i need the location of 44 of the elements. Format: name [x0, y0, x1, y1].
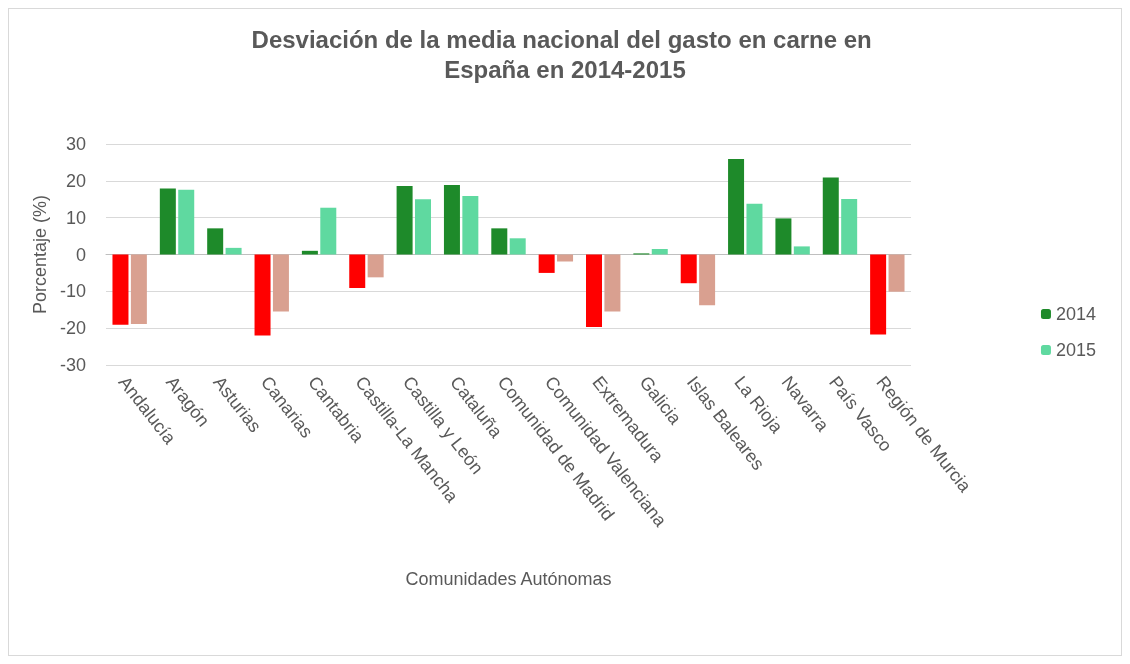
- bar: [841, 198, 858, 255]
- bar: [320, 207, 337, 255]
- bar: [396, 185, 413, 255]
- bar: [888, 254, 905, 292]
- bar: [272, 254, 289, 312]
- y-tick-label: -30: [59, 355, 86, 375]
- bar: [586, 254, 603, 328]
- legend-label: 2014: [1055, 304, 1096, 324]
- bar: [651, 248, 668, 255]
- bar: [178, 189, 195, 255]
- bar: [414, 199, 431, 255]
- bar: [746, 203, 763, 255]
- bar: [225, 247, 242, 255]
- bar: [301, 250, 318, 255]
- bar: [509, 238, 526, 255]
- y-tick-label: 20: [65, 170, 86, 191]
- bar: [254, 254, 271, 336]
- legend-label: 2015: [1055, 340, 1096, 360]
- bar: [349, 254, 366, 289]
- bar: [793, 246, 810, 255]
- y-tick-label: 0: [75, 244, 86, 265]
- bar: [538, 254, 555, 273]
- bar: [699, 254, 716, 306]
- y-tick-label: -10: [59, 281, 86, 302]
- y-tick-label: 30: [65, 134, 86, 154]
- bar: [870, 254, 887, 335]
- y-tick-label: 10: [65, 207, 86, 228]
- bar: [159, 188, 176, 255]
- bar: [491, 228, 508, 255]
- bar: [680, 254, 697, 284]
- bar: [775, 218, 792, 255]
- y-tick-label: -20: [59, 318, 86, 339]
- bar: [443, 184, 460, 255]
- bar: [367, 254, 384, 278]
- bar: [822, 177, 839, 255]
- bar: [130, 254, 147, 325]
- chart-title: Desviación de la media nacional del gasto en carne en España en 2014-2015: [251, 25, 879, 83]
- bar: [112, 254, 129, 325]
- x-axis-title: Comunidades Autónomas: [405, 569, 612, 589]
- bar: [207, 228, 224, 255]
- y-axis-title: Porcentaje (%): [30, 194, 51, 315]
- bar: [462, 195, 479, 255]
- bar: [604, 254, 621, 312]
- bar: [728, 159, 745, 255]
